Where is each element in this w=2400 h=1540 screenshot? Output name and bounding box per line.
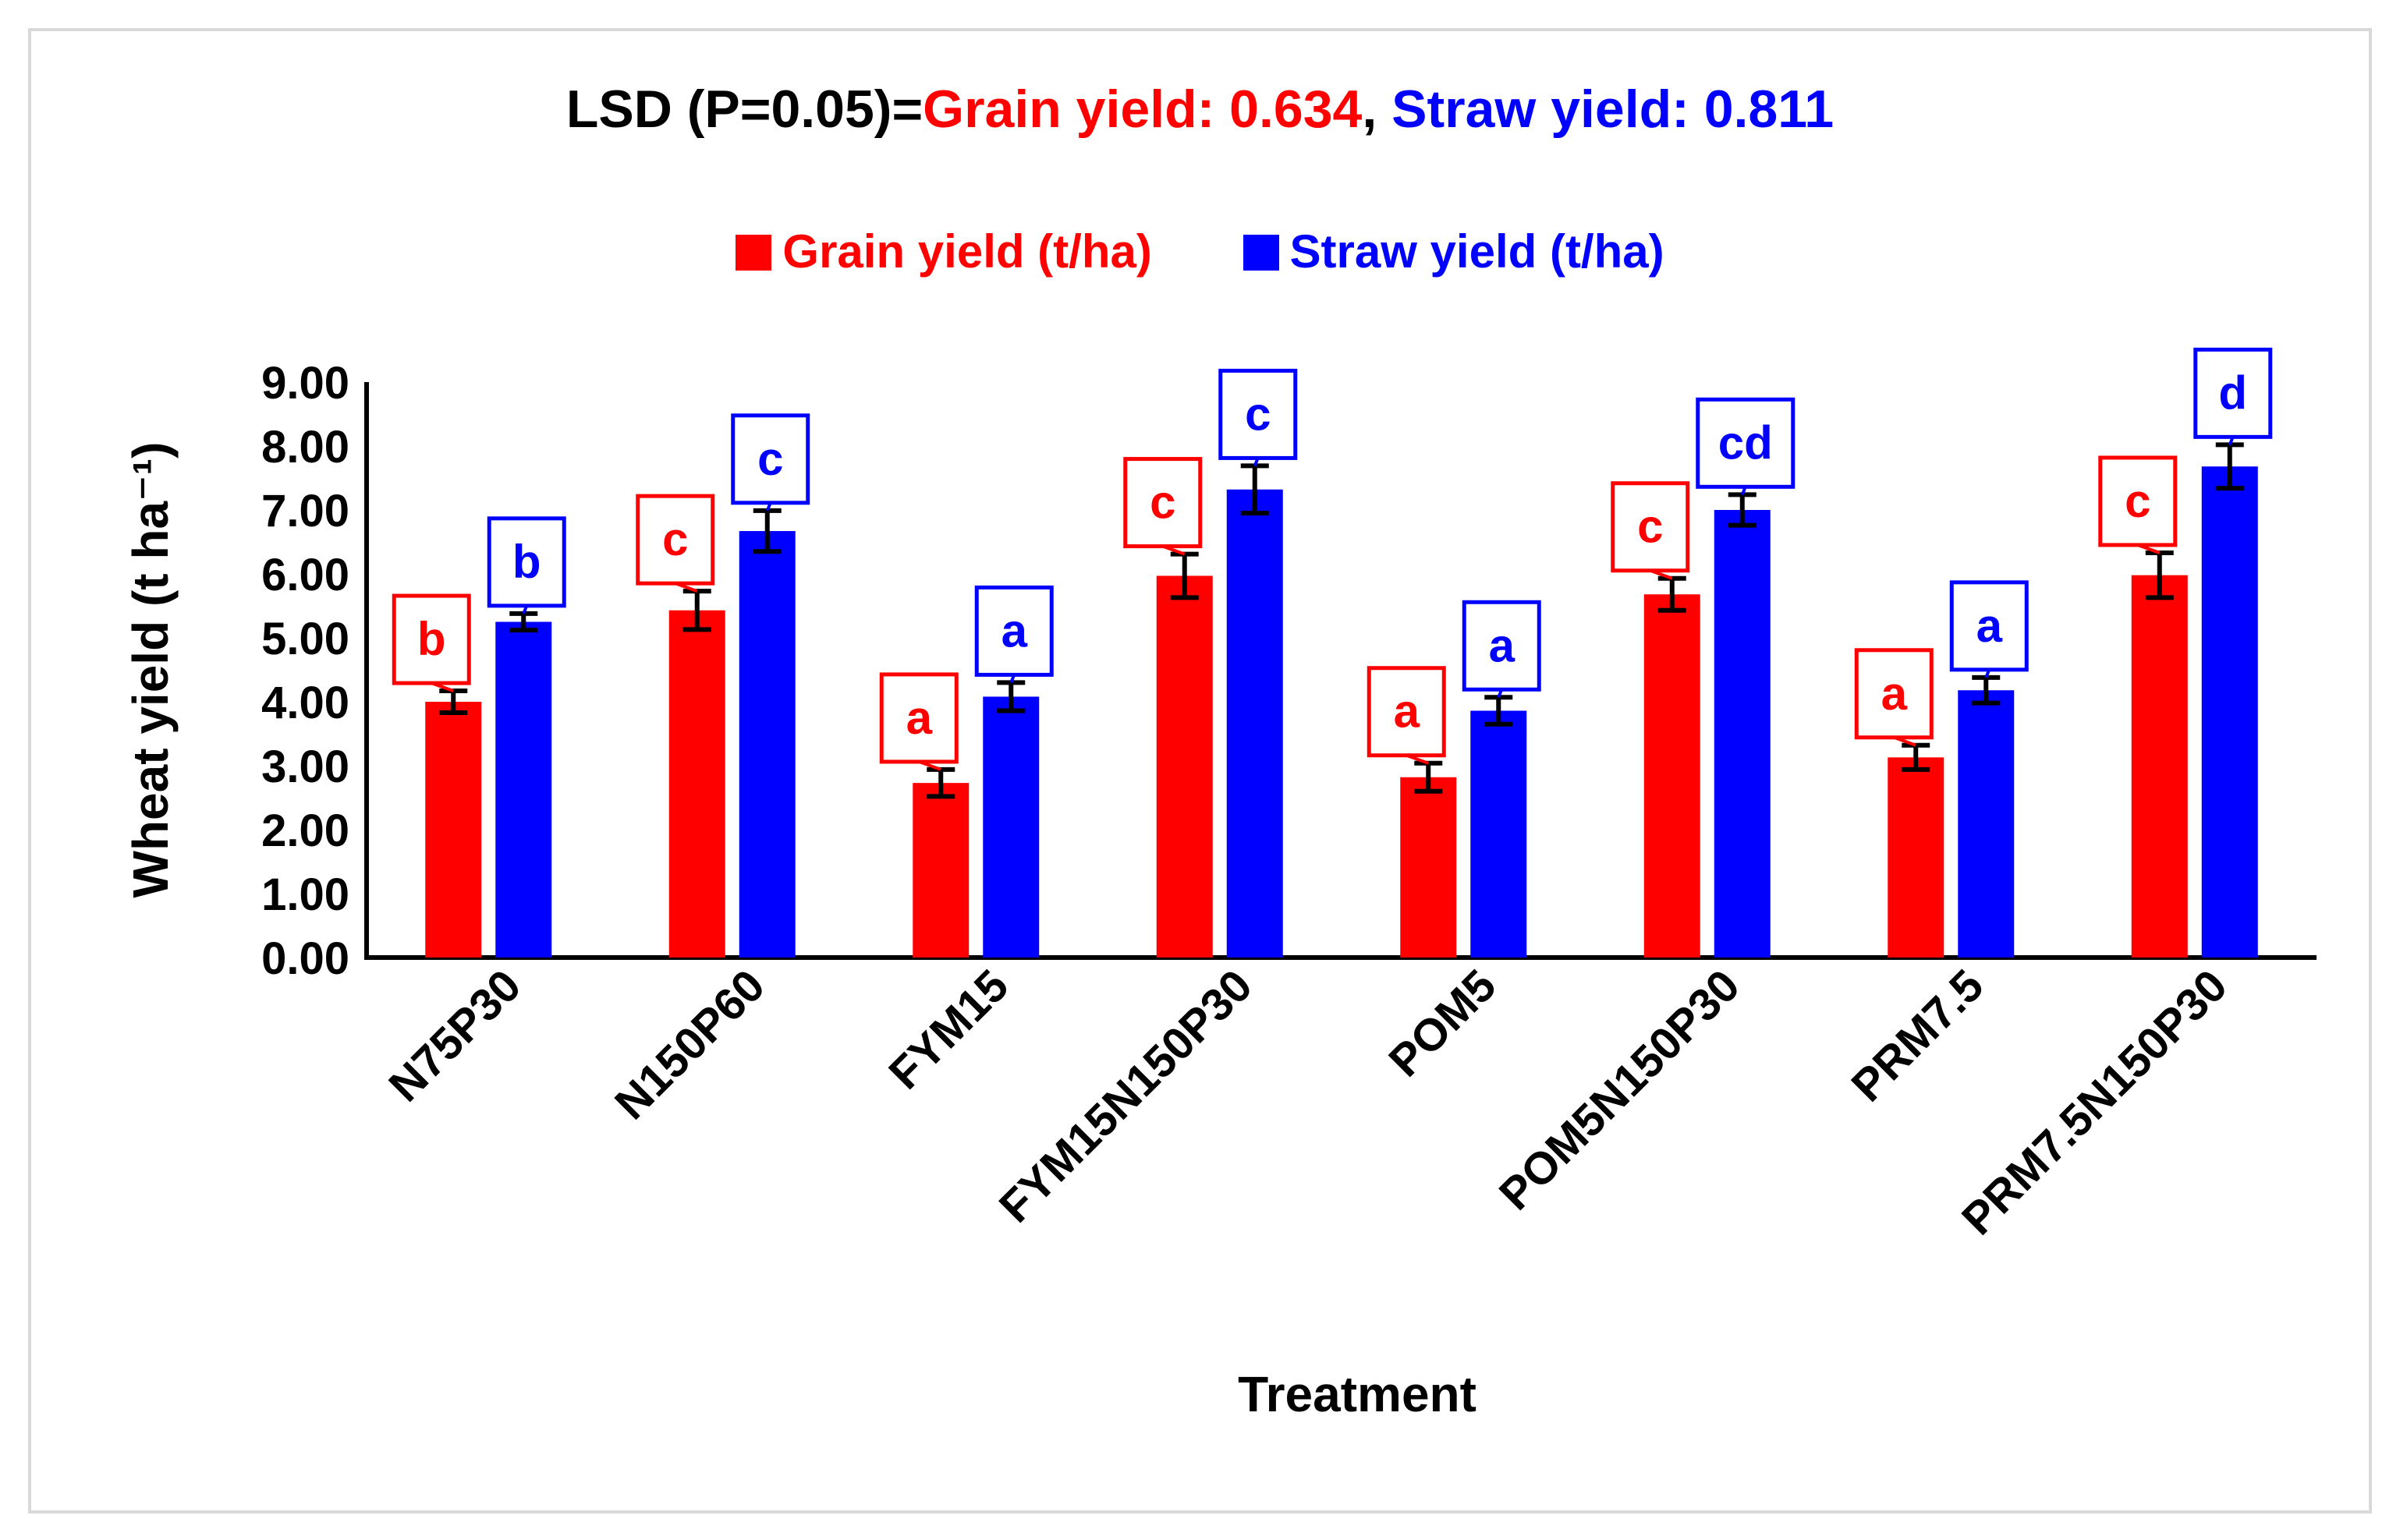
bar-grain [2131, 575, 2188, 958]
bar-straw [1958, 690, 2015, 958]
bar-grain [425, 702, 482, 958]
significance-letter: d [2218, 366, 2247, 419]
title-straw-lsd: Straw yield: 0.811 [1391, 80, 1835, 139]
significance-letter-box [1696, 397, 1796, 489]
x-tick-label: N150P60 [605, 960, 775, 1129]
significance-letter-box [731, 413, 810, 505]
bar-grain [913, 783, 970, 958]
x-tick-label: FYM15 [879, 960, 1018, 1099]
significance-letter: a [1976, 600, 2003, 652]
chart-title: LSD (P=0.05)=Grain yield: 0.634, Straw y… [0, 78, 2400, 140]
bar-grain [1156, 575, 1213, 958]
y-tick-label: 5.00 [261, 614, 349, 664]
y-tick-label: 1.00 [261, 869, 349, 920]
significance-letter: a [906, 692, 933, 744]
legend-swatch-grain [736, 235, 772, 271]
y-tick-label: 9.00 [261, 358, 349, 409]
legend: Grain yield (t/ha) Straw yield (t/ha) [0, 225, 2400, 279]
significance-letter: b [512, 536, 541, 588]
significance-letter-box [392, 593, 471, 685]
chart-frame [28, 28, 2372, 1513]
significance-letter: a [1001, 604, 1028, 657]
x-tick-label: POM5 [1379, 960, 1505, 1086]
legend-swatch-straw [1243, 235, 1279, 271]
significance-letter: c [1245, 388, 1271, 440]
y-tick-label: 2.00 [261, 805, 349, 856]
x-tick-label: FYM15N150P30 [990, 960, 1262, 1232]
significance-letter-box [1218, 368, 1298, 460]
x-tick-label: POM5N150P30 [1490, 960, 1749, 1220]
y-tick-label: 8.00 [261, 422, 349, 473]
legend-item-straw: Straw yield (t/ha) [1243, 225, 1664, 279]
significance-letter-box [1949, 580, 2029, 672]
y-tick-label: 3.00 [261, 742, 349, 792]
significance-letter: c [662, 513, 688, 565]
y-axis-title: Wheat yield (t ha⁻¹) [122, 442, 179, 898]
significance-letter-box [1462, 600, 1541, 692]
title-prefix: LSD (P=0.05)= [565, 80, 923, 139]
significance-letter: c [1637, 501, 1663, 553]
title-separator: , [1362, 80, 1392, 139]
significance-letter-box [1611, 481, 1690, 573]
significance-letter-box [1367, 666, 1446, 758]
bar-straw [983, 696, 1040, 958]
significance-letter: a [1881, 667, 1908, 720]
significance-letter-box [1123, 457, 1203, 549]
significance-letter: c [1150, 476, 1175, 529]
y-tick-label: 6.00 [261, 550, 349, 600]
significance-letter: a [1394, 685, 1420, 738]
significance-letter-box [487, 516, 566, 608]
bar-straw [495, 621, 552, 958]
bar-straw [1714, 510, 1771, 958]
significance-letter: a [1489, 619, 1516, 671]
title-grain-lsd: Grain yield: 0.634 [923, 80, 1363, 139]
significance-letter: c [2125, 475, 2150, 527]
bar-grain [1643, 594, 1700, 958]
bar-grain [668, 610, 725, 958]
bar-straw [1226, 489, 1283, 958]
bar-grain [1888, 757, 1944, 958]
y-tick-label: 7.00 [261, 486, 349, 536]
bar-straw [739, 531, 796, 958]
significance-letter: c [757, 433, 783, 485]
x-axis-title: Treatment [1238, 1366, 1477, 1422]
significance-letter: cd [1718, 416, 1773, 469]
y-tick-label: 4.00 [261, 678, 349, 728]
x-tick-label: N75P30 [379, 960, 530, 1111]
x-tick-label: PRM7.5N150P30 [1952, 960, 2237, 1244]
significance-letter-box [1854, 648, 1934, 740]
bar-grain [1400, 777, 1457, 958]
significance-letter-box [2098, 455, 2178, 547]
legend-label-straw: Straw yield (t/ha) [1289, 225, 1664, 278]
legend-label-grain: Grain yield (t/ha) [782, 225, 1152, 278]
legend-item-grain: Grain yield (t/ha) [736, 225, 1152, 279]
significance-letter-box [879, 672, 959, 764]
bar-straw [1470, 710, 1527, 958]
bar-straw [2201, 466, 2258, 958]
significance-letter-box [636, 494, 715, 586]
significance-letter-box [974, 585, 1054, 677]
y-tick-label: 0.00 [261, 933, 349, 984]
significance-letter-box [2193, 347, 2273, 439]
significance-letter: b [417, 613, 446, 665]
x-tick-label: PRM7.5 [1842, 960, 1993, 1111]
